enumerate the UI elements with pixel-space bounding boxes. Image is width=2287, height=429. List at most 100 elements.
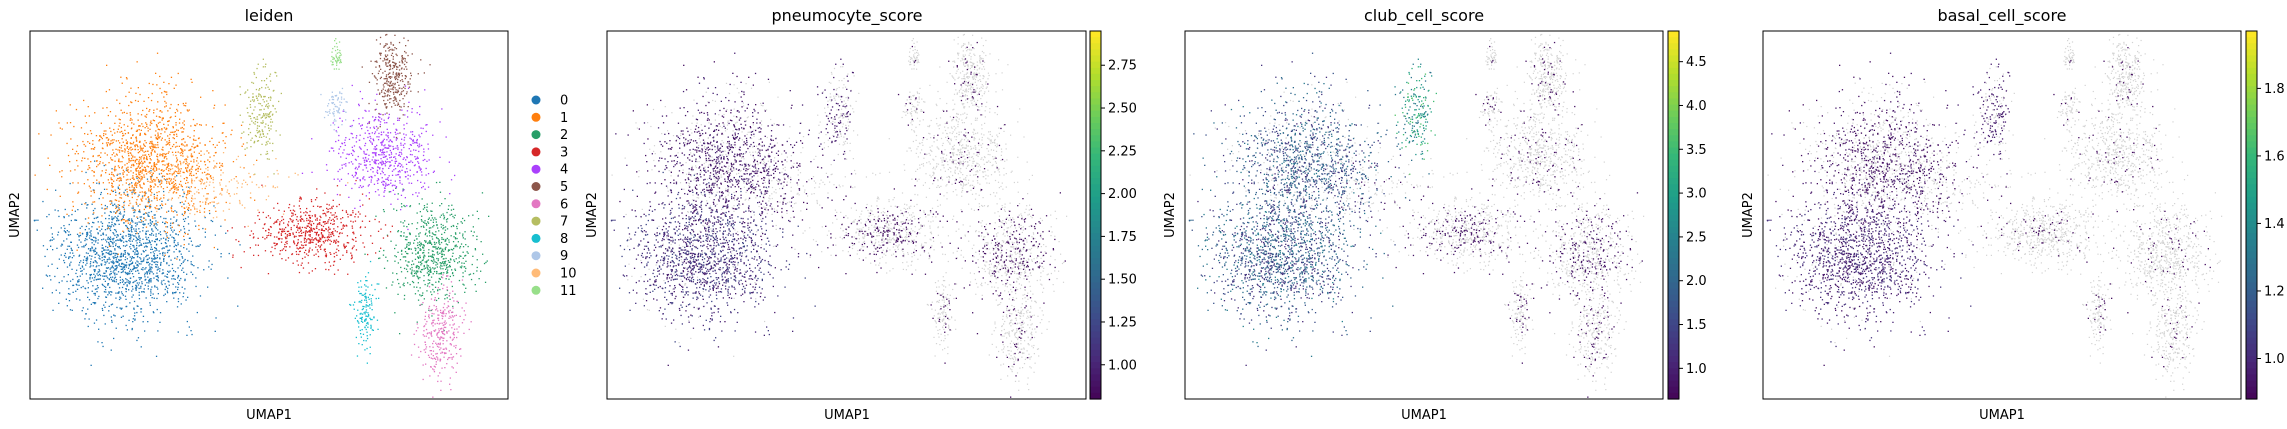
data-point	[108, 225, 111, 227]
data-point	[135, 169, 137, 171]
data-point	[182, 189, 184, 191]
data-point	[393, 165, 395, 167]
data-point	[92, 261, 95, 264]
data-point	[129, 260, 131, 262]
data-point	[161, 283, 163, 286]
data-point	[428, 309, 430, 311]
data-point	[45, 274, 47, 276]
data-point	[364, 144, 366, 147]
data-point	[394, 184, 396, 187]
data-point	[156, 249, 158, 251]
data-point	[119, 265, 121, 267]
data-point	[377, 89, 379, 91]
data-point	[87, 179, 89, 181]
data-point	[100, 234, 102, 236]
data-point	[277, 232, 280, 234]
data-point	[243, 251, 245, 253]
data-point	[401, 57, 404, 59]
data-point	[327, 222, 329, 224]
data-point	[386, 81, 388, 83]
data-point	[157, 280, 159, 282]
data-point	[170, 218, 172, 220]
data-point	[142, 315, 145, 317]
data-point	[403, 136, 406, 139]
data-point	[156, 254, 159, 257]
data-point	[177, 224, 179, 226]
data-point	[173, 191, 175, 193]
data-point	[341, 164, 343, 166]
data-point	[386, 135, 389, 137]
data-point	[115, 229, 117, 231]
data-point	[257, 237, 259, 239]
data-point	[145, 267, 147, 269]
data-point	[311, 171, 313, 173]
data-point	[409, 153, 412, 156]
data-point	[459, 232, 461, 234]
data-point	[428, 241, 430, 243]
data-point	[172, 231, 174, 233]
data-point	[395, 256, 397, 258]
data-point	[324, 262, 326, 264]
data-point	[385, 43, 387, 45]
data-point	[223, 122, 225, 124]
data-point	[110, 177, 112, 179]
data-point	[290, 228, 292, 231]
data-point	[462, 235, 464, 237]
data-point	[79, 232, 81, 234]
data-point	[152, 119, 154, 121]
data-point	[348, 196, 350, 198]
data-point	[446, 244, 449, 246]
data-point	[422, 225, 425, 227]
data-point	[357, 211, 360, 213]
data-point	[321, 237, 323, 239]
data-point	[52, 249, 54, 251]
data-point	[385, 256, 387, 258]
data-point	[187, 296, 189, 298]
data-point	[150, 281, 152, 283]
data-point	[250, 230, 253, 232]
data-point	[408, 161, 410, 163]
data-point	[69, 161, 71, 163]
data-point	[417, 256, 419, 258]
data-point	[438, 273, 440, 275]
data-point	[134, 184, 136, 186]
data-point	[153, 258, 156, 260]
data-point	[70, 219, 72, 222]
data-point	[134, 230, 136, 232]
data-point	[309, 214, 311, 217]
data-point	[131, 177, 133, 179]
data-point	[128, 233, 130, 236]
data-point	[439, 156, 441, 158]
data-point	[332, 264, 335, 266]
data-point	[137, 270, 139, 272]
data-point	[158, 208, 160, 210]
data-point	[131, 273, 134, 275]
data-point	[68, 231, 70, 233]
data-point	[155, 163, 157, 165]
data-point	[391, 106, 393, 108]
data-point	[431, 202, 433, 204]
data-point	[468, 274, 470, 276]
data-point	[117, 140, 120, 142]
data-point	[152, 168, 154, 171]
data-point	[373, 126, 375, 128]
data-point	[374, 161, 376, 163]
data-point	[181, 256, 183, 258]
data-point	[347, 273, 349, 275]
data-point	[186, 248, 188, 250]
data-point	[128, 239, 130, 241]
data-point	[106, 260, 108, 263]
data-point	[85, 235, 88, 238]
data-point	[399, 177, 401, 179]
data-point	[419, 136, 421, 138]
data-point	[456, 245, 458, 248]
data-point	[93, 269, 95, 271]
data-point	[440, 256, 443, 258]
data-point	[122, 141, 124, 143]
data-point	[460, 255, 462, 257]
data-point	[78, 264, 80, 266]
data-point	[351, 133, 353, 135]
data-point	[446, 218, 449, 220]
data-point	[190, 173, 192, 175]
data-point	[462, 251, 464, 253]
